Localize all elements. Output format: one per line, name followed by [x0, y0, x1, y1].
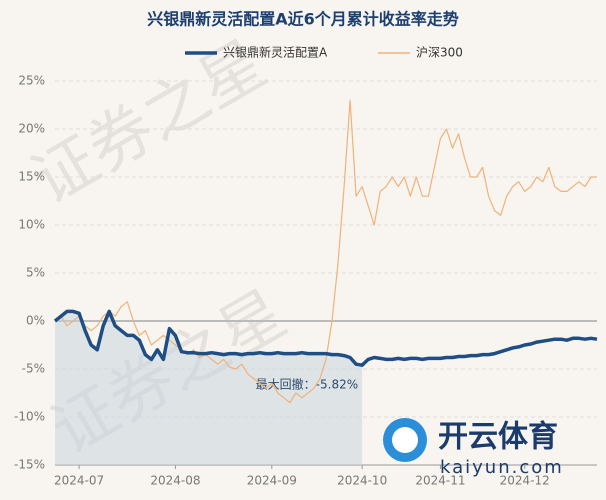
y-tick-label: 25% — [18, 74, 45, 88]
logo: 开云体育 kaiyun.com — [383, 418, 564, 478]
logo-title: 开云体育 — [438, 420, 558, 455]
series-line — [53, 309, 598, 367]
y-tick-label: -10% — [14, 410, 45, 424]
y-tick-label: 20% — [18, 122, 45, 136]
y-tick-label: 10% — [18, 218, 45, 232]
y-tick-label: -5% — [22, 362, 45, 376]
x-tick-label: 2024-12 — [500, 474, 550, 488]
y-tick-label: 0% — [26, 314, 45, 328]
logo-ball — [392, 427, 418, 453]
y-tick-label: 5% — [26, 266, 45, 280]
chart-title: 兴银鼎新灵活配置A近6个月累计收益率走势 — [147, 10, 459, 29]
plot: -15% -10% -5% 0% 5% 10% 15% 20% 25% 2024-07 2024-0… — [14, 45, 598, 488]
y-tick-label: 15% — [18, 170, 45, 184]
legend-label: 沪深300 — [416, 46, 463, 60]
x-tick-label: 2024-08 — [150, 474, 200, 488]
x-tick-label: 2024-07 — [54, 474, 104, 488]
annotation: 最大回撤：-5.82% — [256, 377, 358, 392]
logo-url: kaiyun.com — [440, 457, 564, 478]
x-tick-label: 2024-10 — [337, 474, 387, 488]
series-line — [54, 99, 597, 404]
x-tick-label: 2024-11 — [415, 474, 465, 488]
y-tick-label: -15% — [14, 458, 45, 472]
legend-label: 兴银鼎新灵活配置A — [223, 45, 328, 60]
drawdown-area — [55, 311, 363, 465]
x-tick-label: 2024-09 — [247, 474, 297, 488]
